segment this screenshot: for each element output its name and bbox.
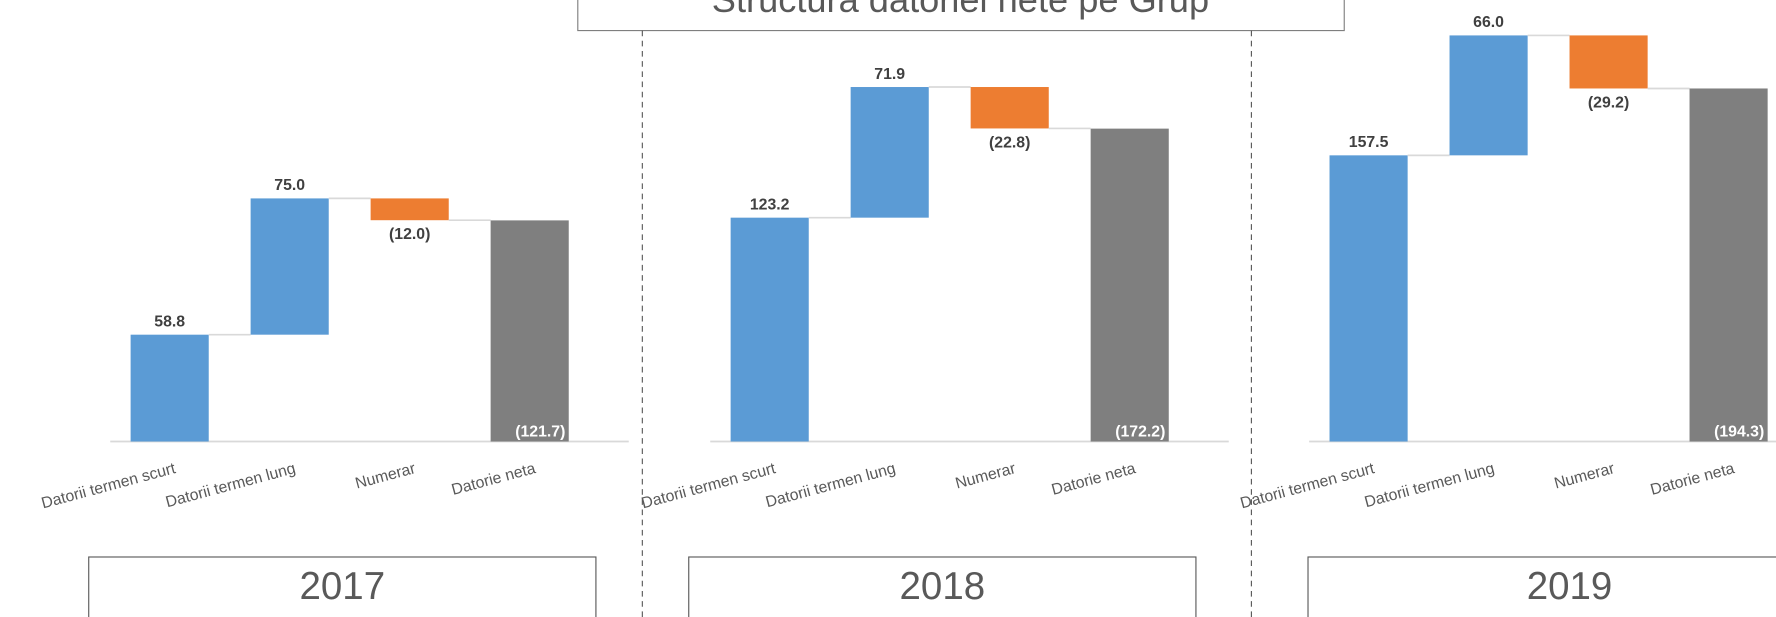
x-tick-label: Datorii termen lung [164, 460, 298, 511]
bar [1090, 128, 1169, 442]
bar [250, 198, 329, 335]
bar [730, 217, 809, 442]
x-tick-label: Datorii termen lung [764, 460, 898, 511]
bar [1329, 155, 1408, 442]
value-label: 71.9 [874, 66, 905, 83]
x-tick-label: Datorie neta [450, 460, 538, 499]
bar [130, 334, 209, 442]
bar [850, 87, 929, 218]
value-label: (12.0) [389, 226, 430, 243]
x-tick-label: Datorii termen scurt [640, 460, 778, 512]
title-box [577, 0, 1345, 32]
value-label: 123.2 [750, 196, 790, 213]
chart-title: Structura datoriei nete pe Grup [712, 0, 1209, 20]
year-box [688, 556, 1197, 617]
value-label: (121.7) [515, 424, 565, 441]
x-tick-label: Datorii termen scurt [40, 460, 178, 512]
bar [1689, 88, 1768, 442]
value-label: 75.0 [274, 177, 305, 194]
x-tick-label: Numerar [354, 460, 419, 493]
bar [370, 198, 449, 221]
value-label: 66.0 [1473, 14, 1504, 31]
x-tick-label: Numerar [1552, 460, 1617, 493]
panel-title: 2018 [900, 565, 986, 608]
value-label: (22.8) [989, 134, 1030, 151]
value-label: 58.8 [154, 313, 185, 330]
x-tick-label: Datorii termen lung [1363, 460, 1497, 511]
x-tick-label: Datorii termen scurt [1239, 460, 1377, 512]
value-label: 157.5 [1349, 134, 1389, 151]
panel-title: 2019 [1527, 565, 1613, 608]
bar [1569, 35, 1648, 89]
panel-title: 2017 [300, 565, 386, 608]
year-box [1307, 556, 1776, 617]
bar [490, 220, 569, 442]
value-label: (29.2) [1588, 94, 1629, 111]
bar [1449, 35, 1528, 156]
x-tick-label: Datorie neta [1649, 460, 1737, 499]
year-box [88, 556, 597, 617]
bar [970, 87, 1049, 129]
value-label: (172.2) [1115, 424, 1165, 441]
x-tick-label: Datorie neta [1050, 460, 1138, 499]
x-tick-label: Numerar [954, 460, 1019, 493]
value-label: (194.3) [1714, 424, 1764, 441]
